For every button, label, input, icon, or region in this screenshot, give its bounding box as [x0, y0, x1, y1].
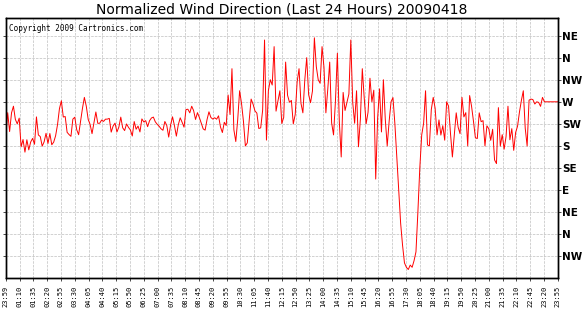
- Text: Copyright 2009 Cartronics.com: Copyright 2009 Cartronics.com: [9, 24, 143, 33]
- Title: Normalized Wind Direction (Last 24 Hours) 20090418: Normalized Wind Direction (Last 24 Hours…: [96, 3, 467, 17]
